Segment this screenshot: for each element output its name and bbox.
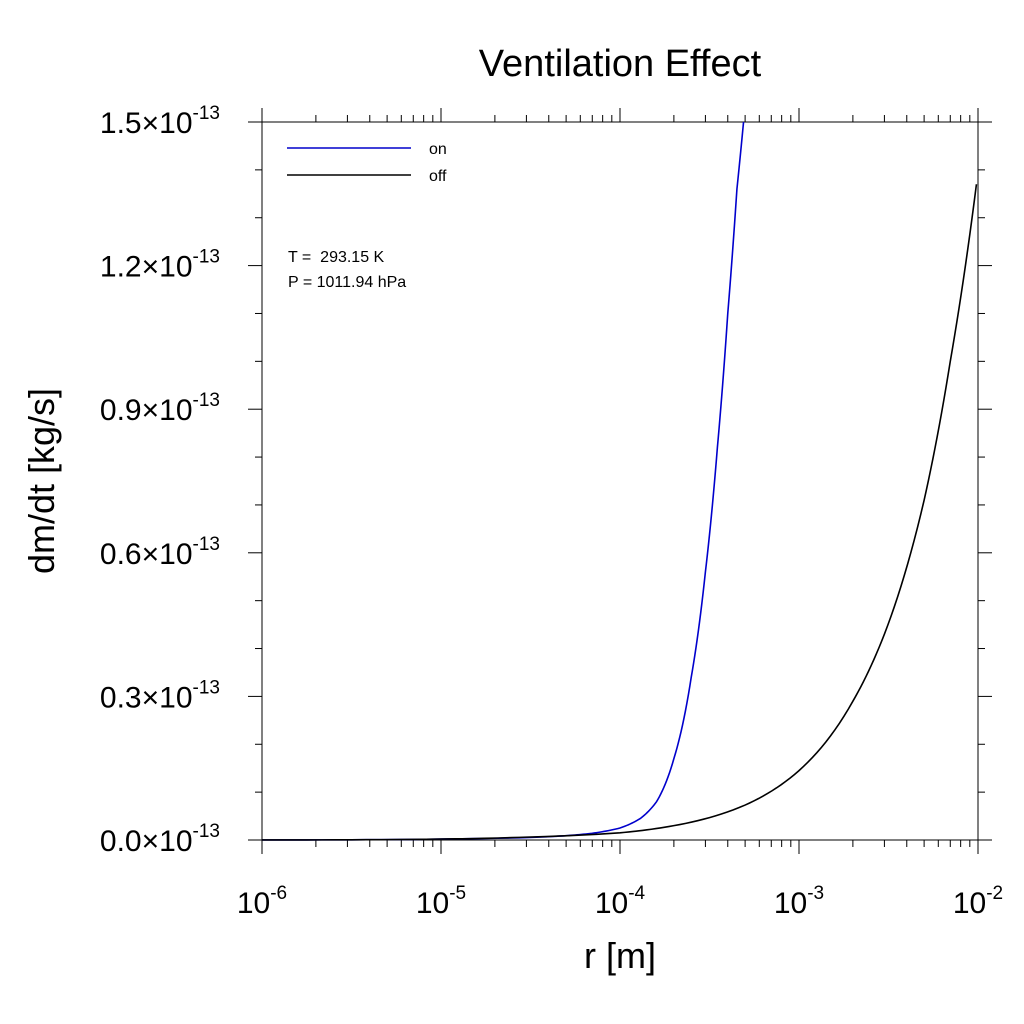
y-tick-mantissa: 1.5: [100, 107, 142, 140]
y-tick-label: 0.9×10-13: [100, 390, 220, 427]
y-tick-base: 10: [159, 107, 192, 140]
x-tick-base: 10: [237, 887, 270, 920]
y-tick-exponent: -13: [193, 390, 220, 411]
plot-frame: [261, 121, 979, 841]
axis-ticks: [248, 108, 992, 854]
y-tick-mantissa: 0.0: [100, 825, 142, 858]
x-tick-exponent: -5: [449, 883, 466, 904]
x-tick-label: 10-2: [953, 883, 1003, 920]
y-tick-mantissa: 0.3: [100, 681, 142, 714]
series-line-off: [261, 184, 978, 841]
y-tick-times: ×: [142, 825, 160, 858]
y-tick-exponent: -13: [193, 821, 220, 842]
plot-area: [261, 121, 979, 841]
y-tick-base: 10: [159, 681, 192, 714]
y-axis-title: dm/dt [kg/s]: [21, 388, 62, 574]
y-tick-times: ×: [142, 107, 160, 140]
annotation-text: P = 1011.94 hPa: [288, 274, 406, 291]
y-tick-label: 0.3×10-13: [100, 677, 220, 714]
y-tick-label: 0.0×10-13: [100, 821, 220, 858]
y-tick-exponent: -13: [193, 534, 220, 555]
y-tick-base: 10: [159, 538, 192, 571]
y-tick-exponent: -13: [193, 677, 220, 698]
tick-labels: 10-6 10-5 10-4 10-3 10-20.0×10-130.3×10-130.…: [100, 103, 1003, 920]
series-lines: [261, 121, 978, 841]
y-tick-mantissa: 1.2: [100, 251, 142, 284]
x-tick-base: 10: [774, 887, 807, 920]
y-tick-times: ×: [142, 681, 160, 714]
x-tick-base: 10: [953, 887, 986, 920]
x-tick-base: 10: [595, 887, 628, 920]
legend-label-on: on: [429, 141, 447, 158]
x-tick-exponent: -4: [628, 883, 645, 904]
x-tick-label: 10-4: [595, 883, 646, 920]
x-tick-label: 10-6: [237, 883, 287, 920]
legend-label-off: off: [429, 168, 447, 185]
y-tick-base: 10: [159, 825, 192, 858]
x-tick-exponent: -2: [986, 883, 1003, 904]
annotations: T = 293.15 K P = 1011.94 hPa: [288, 249, 406, 291]
y-tick-label: 1.2×10-13: [100, 247, 220, 284]
y-tick-base: 10: [159, 394, 192, 427]
x-axis-title: r [m]: [584, 935, 656, 976]
y-tick-exponent: -13: [193, 103, 220, 124]
chart-title: Ventilation Effect: [479, 43, 762, 85]
annotation-text: T = 293.15 K: [288, 249, 385, 266]
y-tick-base: 10: [159, 251, 192, 284]
y-tick-exponent: -13: [193, 247, 220, 268]
series-line-on: [261, 121, 745, 841]
x-tick-exponent: -6: [270, 883, 287, 904]
y-tick-times: ×: [142, 538, 160, 571]
y-tick-label: 1.5×10-13: [100, 103, 220, 140]
y-tick-times: ×: [142, 251, 160, 284]
x-tick-label: 10-3: [774, 883, 824, 920]
y-tick-times: ×: [142, 394, 160, 427]
x-tick-base: 10: [416, 887, 449, 920]
legend: on off: [287, 141, 447, 185]
x-tick-exponent: -3: [807, 883, 824, 904]
x-tick-label: 10-5: [416, 883, 466, 920]
y-tick-mantissa: 0.6: [100, 538, 142, 571]
y-tick-mantissa: 0.9: [100, 394, 142, 427]
y-tick-label: 0.6×10-13: [100, 534, 220, 571]
